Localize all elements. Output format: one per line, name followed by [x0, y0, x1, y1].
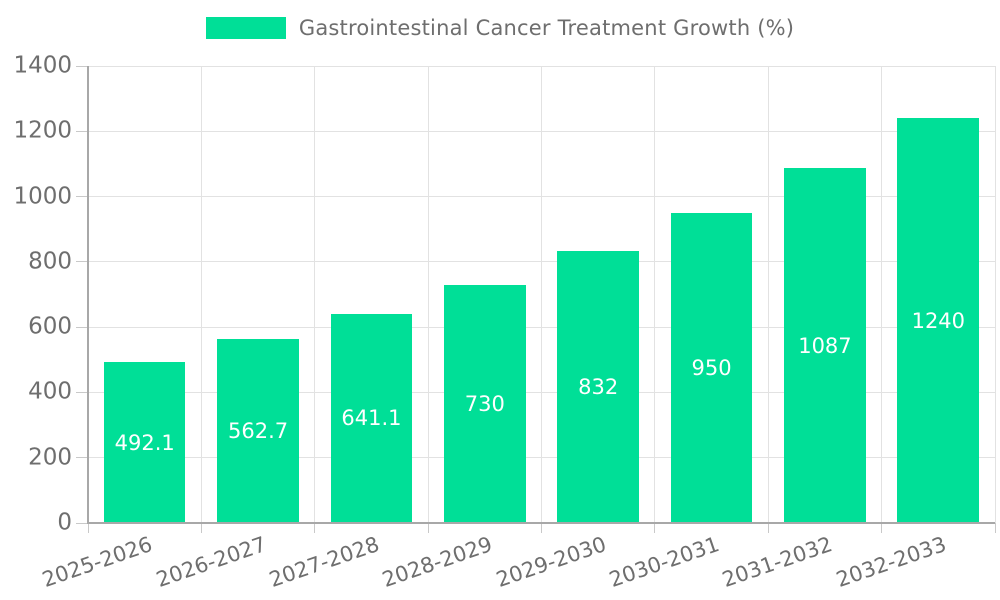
y-axis-tick-label: 1400: [13, 52, 72, 79]
y-axis-tick-label: 600: [28, 313, 72, 340]
x-axis-tick: [87, 523, 89, 533]
bar: [443, 284, 526, 523]
bar-value-label: 641.1: [341, 406, 402, 431]
bar-value-label: 1240: [911, 308, 966, 333]
x-axis-tick: [881, 523, 883, 533]
y-axis-tick-label: 800: [28, 248, 72, 275]
y-axis-line: [87, 66, 89, 524]
y-axis-tick: [76, 522, 88, 524]
bar-value-label: 950: [691, 355, 732, 380]
x-axis-tick: [427, 523, 429, 533]
bar: [217, 339, 299, 523]
bar: [330, 313, 413, 523]
legend-swatch: [205, 17, 286, 39]
x-axis-tick-label: 2027-2028: [266, 532, 383, 592]
x-axis-tick: [767, 523, 769, 533]
y-axis-tick-label: 0: [57, 509, 72, 536]
x-axis-tick: [314, 523, 316, 533]
x-gridline: [994, 66, 996, 523]
x-axis-tick-label: 2026-2027: [152, 532, 269, 592]
bar-value-label: 730: [464, 391, 505, 416]
x-gridline: [541, 66, 542, 523]
x-axis-tick-label: 2030-2031: [606, 532, 723, 592]
x-axis-tick: [200, 523, 202, 533]
x-axis-line: [88, 522, 995, 524]
y-axis-tick: [76, 326, 88, 328]
x-axis-tick-label: 2032-2033: [833, 532, 950, 592]
y-axis-tick-label: 1200: [13, 117, 72, 144]
x-gridline: [427, 66, 429, 523]
x-axis-tick-label: 2028-2029: [379, 532, 496, 592]
x-axis-tick-label: 2031-2032: [719, 532, 836, 592]
y-axis-tick-label: 200: [28, 444, 72, 471]
x-axis-tick: [994, 523, 996, 533]
y-axis-tick: [76, 457, 88, 459]
x-gridline: [654, 66, 656, 523]
x-axis-tick-label: 2029-2030: [492, 532, 610, 592]
x-gridline: [881, 66, 883, 523]
bar: [897, 118, 980, 523]
legend: Gastrointestinal Cancer Treatment Growth…: [0, 16, 1000, 40]
bar-value-label: 562.7: [228, 419, 289, 444]
x-gridline: [200, 66, 202, 523]
bar-value-label: 1087: [798, 333, 852, 358]
y-axis-tick: [76, 65, 88, 67]
y-axis-tick: [76, 391, 88, 393]
x-axis-tick-label: 2025-2026: [39, 532, 156, 592]
y-axis-tick: [76, 261, 88, 263]
x-gridline: [314, 66, 316, 523]
x-axis-tick: [654, 523, 656, 533]
bar-value-label: 832: [578, 375, 619, 400]
x-gridline: [767, 66, 769, 523]
bar: [103, 362, 186, 523]
y-axis-tick: [76, 130, 88, 132]
bar: [557, 251, 639, 523]
x-axis-tick: [541, 523, 542, 533]
y-axis-tick-label: 1000: [13, 183, 72, 210]
legend-label: Gastrointestinal Cancer Treatment Growth…: [298, 16, 795, 40]
y-axis-tick-label: 400: [28, 378, 72, 405]
bar: [670, 212, 753, 523]
bar: [784, 168, 866, 523]
y-axis-tick: [76, 196, 88, 198]
bar-value-label: 492.1: [114, 430, 175, 455]
